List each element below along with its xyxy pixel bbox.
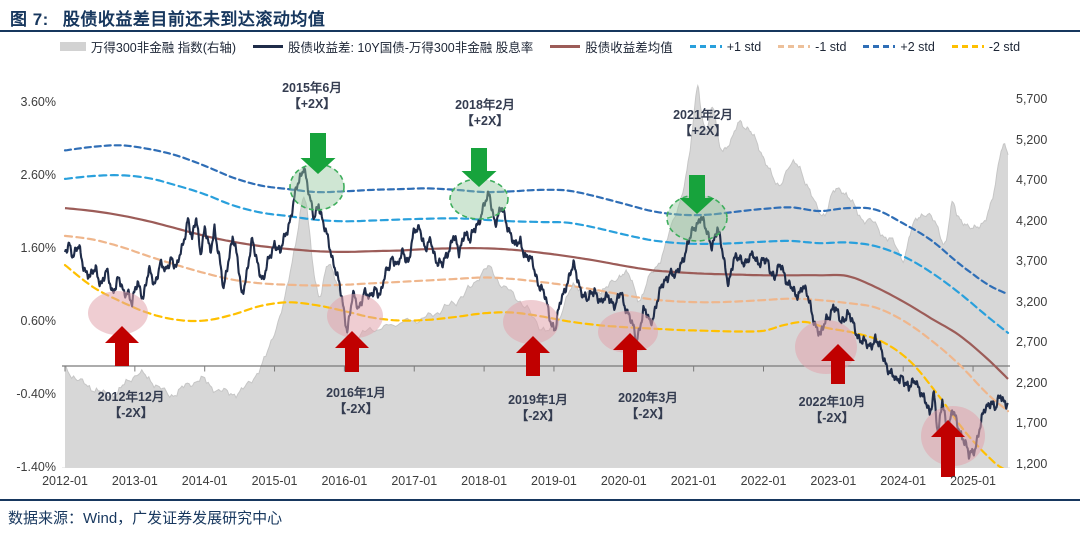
legend-swatch-line bbox=[253, 45, 284, 48]
plot-canvas bbox=[62, 83, 1010, 477]
red-up-arrow-icon bbox=[821, 344, 855, 384]
footer-divider bbox=[0, 499, 1080, 501]
legend-item-3: +1 std bbox=[689, 39, 762, 54]
plus2x-highlight-circle bbox=[666, 194, 728, 242]
legend-swatch-dash bbox=[778, 45, 811, 48]
figure-number: 图 7: bbox=[10, 10, 49, 29]
green-down-arrow-icon bbox=[679, 175, 715, 214]
green-down-arrow-icon bbox=[300, 133, 336, 174]
legend-label: -2 std bbox=[988, 39, 1021, 54]
red-up-arrow-icon bbox=[105, 326, 139, 366]
legend-label: 股债收益差: 10Y国债-万得300非金融 股息率 bbox=[288, 41, 534, 55]
legend-item-5: +2 std bbox=[863, 39, 935, 54]
plus2x-highlight-circle bbox=[449, 178, 509, 220]
legend-label: +1 std bbox=[726, 39, 762, 54]
series-index-area bbox=[65, 85, 1008, 468]
series-band--1-std bbox=[63, 234, 1010, 413]
red-up-arrow-icon bbox=[516, 336, 550, 376]
red-up-arrow-icon bbox=[335, 331, 369, 372]
red-up-arrow-icon bbox=[931, 420, 965, 477]
plus2x-highlight-circle bbox=[289, 163, 345, 211]
title-divider bbox=[0, 30, 1080, 32]
series-index-area-edge bbox=[64, 83, 1009, 399]
legend-item-6: -2 std bbox=[951, 39, 1021, 54]
figure-title: 图 7: 股债收益差目前还未到达滚动均值 bbox=[10, 5, 325, 30]
legend: 万得300非金融 指数(右轴) 股债收益差: 10Y国债-万得300非金融 股息率… bbox=[0, 37, 1080, 56]
legend-label: +2 std bbox=[900, 39, 935, 54]
legend-label: -1 std bbox=[815, 39, 847, 54]
red-up-arrow-icon bbox=[613, 333, 647, 372]
chart-area: 3.60% 2.60% 1.60% 0.60% -0.40% -1.40% 5,700 5,2… bbox=[0, 56, 1080, 500]
legend-label: 万得300非金融 指数(右轴) bbox=[90, 41, 237, 55]
plot-series-group bbox=[62, 83, 1010, 468]
minus2x-highlight-circle bbox=[795, 320, 857, 374]
minus2x-highlight-circle bbox=[327, 294, 383, 338]
legend-swatch-dash bbox=[863, 45, 896, 48]
series-mean-line bbox=[64, 207, 1009, 380]
legend-swatch-area bbox=[59, 42, 86, 51]
legend-label: 股债收益差均值 bbox=[585, 41, 673, 55]
legend-swatch-dash bbox=[951, 45, 984, 48]
legend-swatch-dash bbox=[689, 45, 722, 48]
minus2x-highlight-circle bbox=[88, 291, 148, 335]
legend-item-1: 股债收益差: 10Y国债-万得300非金融 股息率 bbox=[253, 37, 533, 56]
legend-item-4: -1 std bbox=[778, 40, 846, 54]
legend-item-2: 股债收益差均值 bbox=[550, 37, 673, 56]
series-band-+1-std bbox=[63, 173, 1010, 334]
series-band-+2-std bbox=[63, 144, 1010, 296]
minus2x-highlight-circle bbox=[598, 311, 658, 353]
minus2x-highlight-circle bbox=[503, 300, 559, 344]
series-spread-line bbox=[63, 167, 1009, 460]
legend-item-0: 万得300非金融 指数(右轴) bbox=[59, 37, 237, 56]
figure-title-text: 股债收益差目前还未到达滚动均值 bbox=[62, 10, 326, 29]
legend-swatch-line bbox=[550, 45, 581, 48]
source-note: 数据来源：Wind，广发证券发展研究中心 bbox=[8, 510, 283, 527]
green-down-arrow-icon bbox=[461, 148, 497, 187]
